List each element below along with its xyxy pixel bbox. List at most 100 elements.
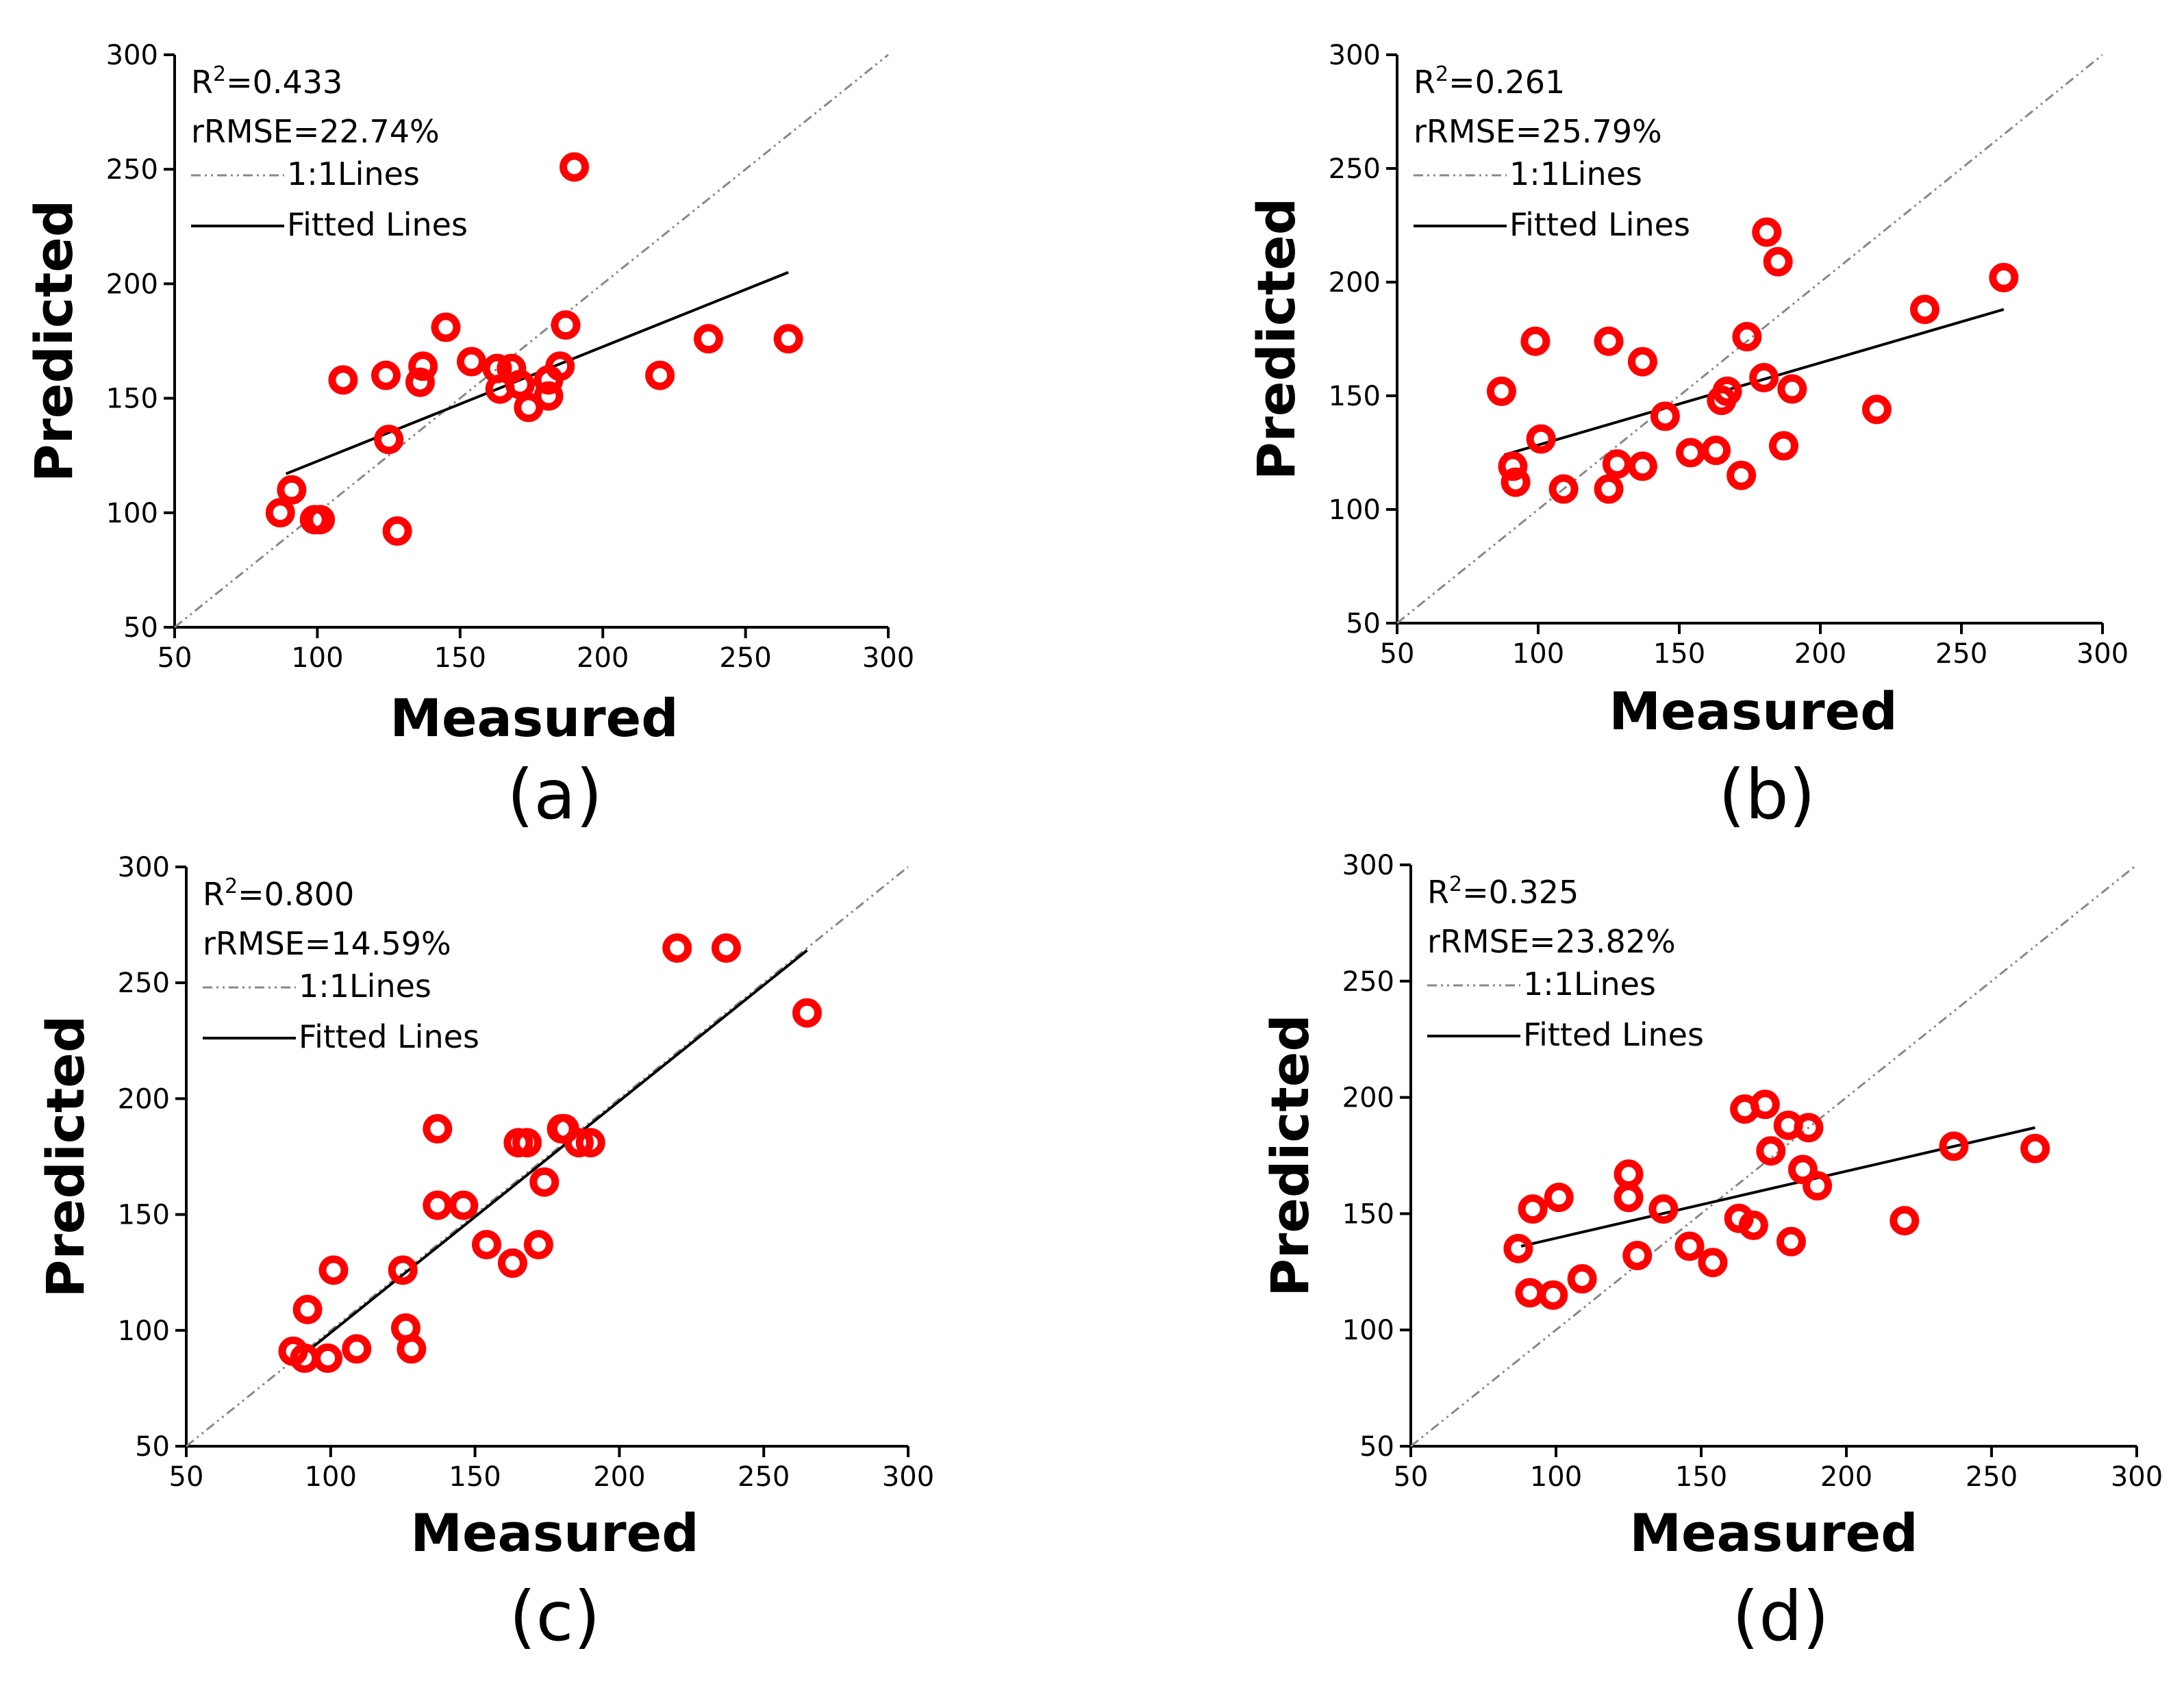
y-tick-label: 100	[1342, 1315, 1394, 1346]
data-point	[792, 998, 822, 1028]
rrmse-label: rRMSE=14.59%	[203, 925, 451, 962]
r-squared-prefix: R	[191, 64, 213, 101]
data-point	[1614, 1183, 1644, 1213]
data-point	[711, 933, 741, 963]
x-tick-label: 250	[719, 642, 771, 674]
data-point	[1503, 1233, 1533, 1263]
data-point	[431, 312, 461, 342]
data-point	[564, 1128, 594, 1158]
data-point	[693, 324, 723, 354]
rrmse-label: rRMSE=23.82%	[1427, 923, 1676, 960]
r-squared-prefix: R	[1414, 64, 1435, 101]
r-squared-value: =0.261	[1448, 64, 1565, 101]
data-point	[1594, 326, 1624, 356]
legend-one-to-one-label: 1:1Lines	[287, 155, 420, 192]
data-point	[1909, 294, 1940, 325]
data-point	[342, 1334, 372, 1364]
y-axis-title: Predicted	[1259, 1014, 1320, 1297]
y-tick-label: 50	[1346, 608, 1381, 640]
data-point	[382, 516, 412, 546]
x-tick-label: 150	[1675, 1461, 1727, 1493]
x-tick-label: 50	[1394, 1461, 1429, 1493]
y-tick-label: 250	[1342, 966, 1394, 998]
data-point	[305, 505, 336, 535]
y-tick-label: 150	[106, 383, 158, 415]
data-point	[1803, 1171, 1833, 1201]
x-axis-title: Measured	[390, 688, 678, 748]
y-tick-label: 50	[1359, 1431, 1394, 1463]
data-point	[1538, 1280, 1568, 1310]
data-point	[328, 365, 358, 395]
data-point	[408, 351, 438, 381]
y-tick-label: 300	[118, 852, 170, 883]
data-point	[1567, 1263, 1597, 1294]
data-point	[405, 367, 435, 397]
data-point	[1749, 362, 1779, 392]
x-axis-title: Measured	[1609, 681, 1897, 742]
data-point	[1732, 322, 1762, 352]
legend-fitted-label: Fitted Lines	[1523, 1016, 1704, 1053]
y-axis-title: Predicted	[1246, 198, 1307, 481]
legend-one-to-one-label: 1:1Lines	[299, 968, 431, 1005]
x-tick-label: 50	[169, 1461, 204, 1493]
data-point	[397, 1334, 427, 1364]
y-tick-label: 250	[106, 154, 158, 186]
x-tick-label: 200	[593, 1461, 645, 1493]
data-point	[1501, 467, 1531, 497]
x-tick-label: 150	[449, 1461, 501, 1493]
data-point	[1776, 1226, 1806, 1257]
x-tick-label: 200	[1794, 638, 1846, 670]
one-to-one-line	[174, 53, 889, 629]
r-squared-label: R2=0.261	[1414, 62, 1565, 101]
data-point	[374, 425, 404, 455]
y-axis-title: Predicted	[35, 1016, 96, 1298]
y-tick-label: 200	[118, 1083, 170, 1115]
data-point	[1544, 1183, 1574, 1213]
data-point	[551, 310, 581, 340]
x-tick-label: 250	[738, 1461, 790, 1493]
data-point	[1648, 1194, 1679, 1224]
x-tick-label: 300	[862, 642, 914, 674]
data-point	[1989, 262, 2019, 292]
y-tick-label: 100	[118, 1315, 170, 1347]
r-squared-label: R2=0.800	[203, 874, 354, 913]
x-tick-label: 300	[2076, 638, 2129, 670]
data-point	[1777, 374, 1807, 404]
x-tick-label: 300	[2111, 1461, 2163, 1493]
data-point	[1698, 1248, 1728, 1278]
y-tick-label: 150	[1329, 381, 1381, 412]
x-tick-label: 250	[1966, 1461, 2018, 1493]
data-point	[449, 1190, 479, 1220]
x-tick-label: 100	[305, 1461, 357, 1493]
y-tick-label: 100	[106, 498, 158, 529]
x-tick-label: 150	[1653, 638, 1705, 670]
r-squared-label: R2=0.433	[191, 62, 342, 101]
fitted-line	[294, 949, 808, 1362]
data-point	[773, 324, 803, 354]
data-point	[388, 1255, 418, 1285]
x-tick-label: 100	[291, 642, 343, 674]
data-point	[1890, 1206, 1920, 1236]
data-point	[1526, 424, 1556, 454]
legend-one-to-one-label: 1:1Lines	[1509, 155, 1642, 192]
data-point	[1622, 1241, 1653, 1271]
x-tick-label: 200	[577, 642, 629, 674]
x-tick-label: 50	[158, 642, 192, 674]
y-axis-title: Predicted	[23, 200, 84, 483]
data-point	[318, 1255, 349, 1285]
one-to-one-line	[1410, 863, 2137, 1448]
data-point	[456, 346, 486, 377]
data-point	[1518, 1194, 1548, 1224]
y-tick-label: 50	[123, 612, 158, 644]
chart-panel: 50 100 150 200 250 300 50 100 150 200 250 300 R2=0.3…	[1259, 850, 2163, 1656]
y-tick-label: 200	[1329, 267, 1381, 299]
data-point	[277, 475, 307, 505]
data-point	[1712, 376, 1742, 406]
y-tick-label: 200	[1342, 1083, 1394, 1114]
r-squared-value: =0.325	[1462, 874, 1579, 911]
data-point	[662, 933, 692, 963]
data-point	[1674, 1231, 1705, 1261]
data-point	[645, 360, 675, 390]
data-point	[1627, 346, 1657, 377]
